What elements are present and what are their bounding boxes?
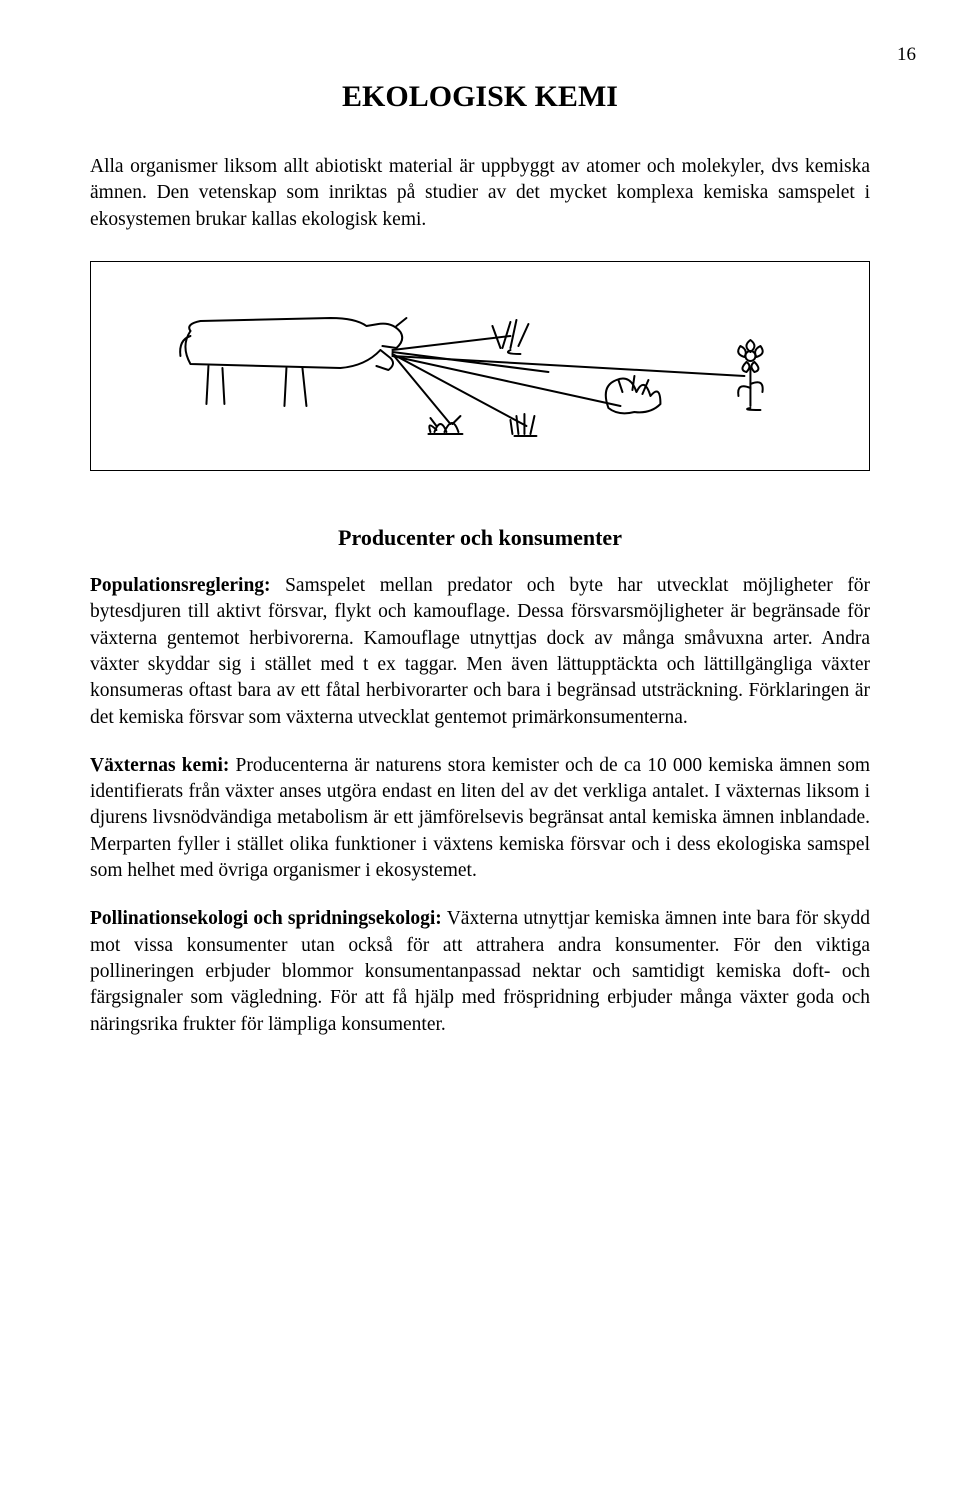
document-page: 16 EKOLOGISK KEMI Alla organismer liksom… [0,0,960,1511]
label-vaxternas-kemi: Växternas kemi: [90,755,229,776]
text-population: Samspelet mellan predator och byte har u… [90,575,870,728]
page-number: 16 [897,44,916,66]
paragraph-vaxternas-kemi: Växternas kemi: Producenterna är naturen… [90,753,870,885]
label-pollination: Pollinationsekologi och spridningsekolog… [90,908,442,929]
paragraph-population: Populationsreglering: Samspelet mellan p… [90,573,870,731]
intro-paragraph: Alla organismer liksom allt abiotiskt ma… [90,154,870,233]
page-title: EKOLOGISK KEMI [90,80,870,114]
section-title: Producenter och konsumenter [90,525,870,551]
label-population: Populationsreglering: [90,575,271,596]
cow-plants-illustration [107,276,854,456]
paragraph-pollination: Pollinationsekologi och spridningsekolog… [90,906,870,1038]
figure-box [90,261,870,471]
